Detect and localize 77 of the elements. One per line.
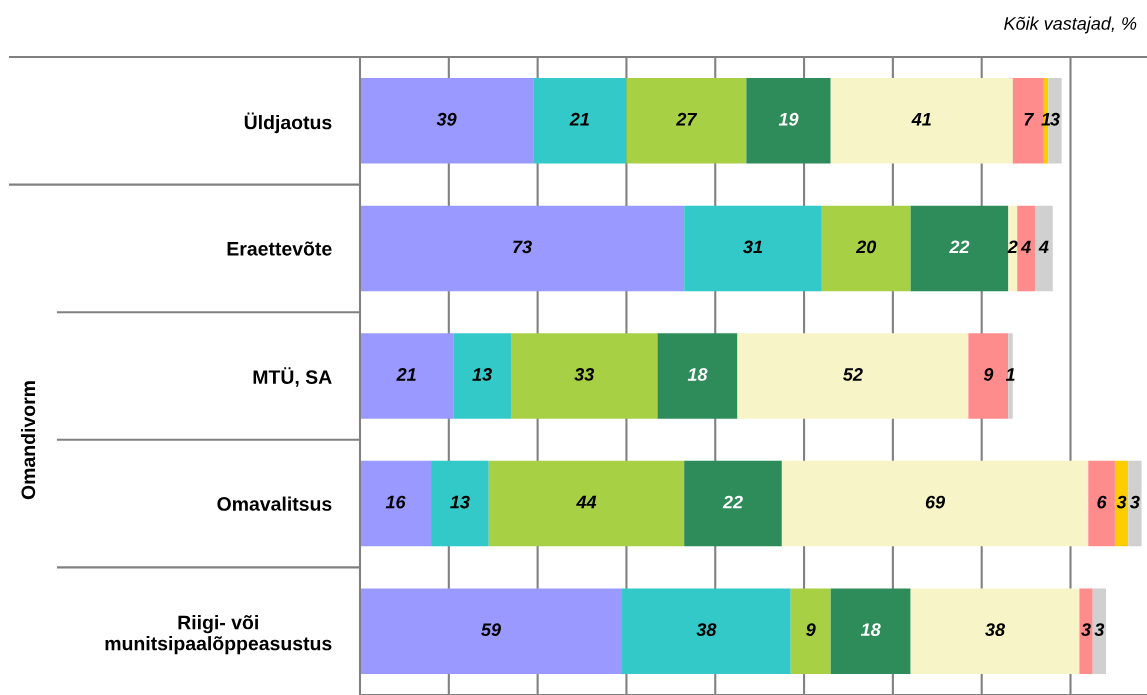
data-label: 1 [1041, 113, 1051, 126]
data-label: 21 [569, 112, 589, 126]
bar [746, 78, 831, 164]
bar [790, 588, 831, 674]
data-label: 13 [450, 495, 470, 509]
y-tick-label: Omavalitsus [217, 496, 332, 511]
bar [737, 333, 969, 419]
bar [533, 78, 627, 164]
data-label: 27 [676, 112, 698, 126]
data-label: 18 [860, 623, 881, 637]
bar [453, 333, 511, 419]
data-label: 22 [722, 495, 743, 509]
text: Omandivorm [20, 381, 36, 500]
data-label: 38 [985, 623, 1006, 637]
bar [830, 78, 1013, 164]
data-label: 13 [472, 368, 492, 381]
data-label: 3 [1050, 112, 1060, 126]
data-label: 21 [396, 368, 416, 381]
bar [360, 460, 432, 547]
data-label: 38 [696, 623, 717, 637]
data-label: 4 [1020, 240, 1031, 254]
bar [510, 333, 658, 419]
data-label: 3 [1081, 623, 1091, 637]
bar [821, 205, 911, 292]
bar [1088, 460, 1115, 547]
data-label: 20 [855, 240, 877, 254]
data-label: 41 [911, 113, 931, 126]
bar [1008, 333, 1013, 419]
data-label: 73 [513, 240, 532, 254]
data-label: 22 [949, 240, 970, 254]
bar [684, 205, 822, 292]
bar [781, 460, 1089, 547]
data-label: 3 [1094, 623, 1105, 637]
data-label: 1 [1005, 368, 1015, 381]
data-label: 3 [1116, 495, 1127, 509]
data-label: 39 [436, 112, 457, 126]
bar [1079, 588, 1093, 674]
data-label: 18 [687, 368, 708, 381]
chart-subtitle: Kõik vastajad, % [1004, 16, 1137, 34]
bar [830, 588, 911, 674]
data-label: 19 [778, 112, 799, 126]
data-label: 7 [1024, 113, 1035, 126]
data-label: 31 [743, 240, 763, 254]
bar [360, 588, 622, 674]
bar [360, 205, 685, 292]
bar [657, 333, 738, 419]
bar [431, 460, 489, 547]
data-label: 33 [574, 368, 595, 381]
bar [1034, 205, 1053, 292]
bar [360, 333, 454, 419]
y-tick-label: Üldjaotus [244, 112, 332, 134]
bar [910, 205, 1009, 292]
data-label: 6 [1097, 495, 1107, 509]
data-label: 3 [1130, 495, 1140, 509]
bar [684, 460, 782, 547]
data-label: 52 [843, 368, 863, 381]
bar [1092, 588, 1107, 674]
data-label: 16 [385, 495, 406, 509]
bar [1128, 460, 1142, 547]
data-label: 9 [983, 368, 994, 381]
bar [360, 78, 534, 164]
data-label: 44 [576, 495, 597, 509]
bar [1017, 205, 1035, 292]
y-tick-label: MTÜ, SA [253, 367, 332, 387]
bar [1114, 460, 1129, 547]
bar [1008, 205, 1018, 292]
bar [622, 588, 791, 674]
bar [910, 588, 1080, 674]
bar [1048, 78, 1062, 164]
data-label: 69 [925, 495, 946, 509]
y-tick-label: Riigi- või munitsipaalõppeasustus [105, 615, 332, 655]
data-label: 59 [481, 623, 501, 637]
data-label: 9 [806, 623, 816, 637]
bar [626, 78, 747, 164]
bar [488, 460, 685, 547]
data-label: 4 [1038, 240, 1049, 254]
y-tick-label: Eraettevõte [227, 241, 332, 256]
